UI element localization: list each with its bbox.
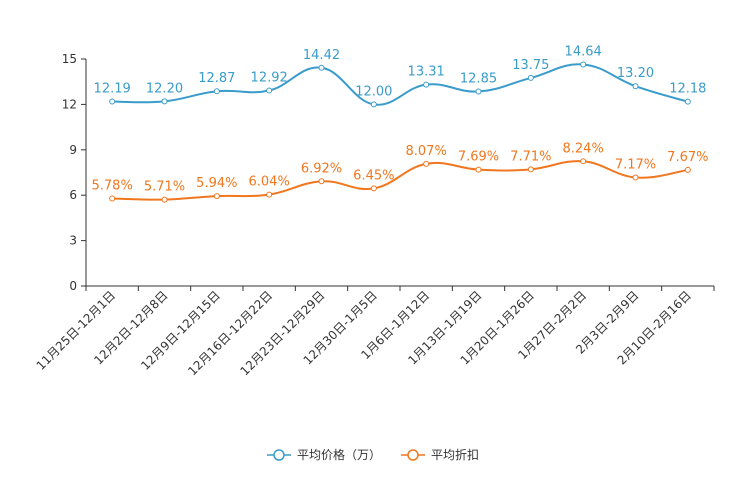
data-point[interactable] bbox=[370, 185, 377, 192]
data-label: 14.42 bbox=[303, 48, 340, 63]
data-point[interactable] bbox=[580, 61, 587, 68]
y-tick-label: 6 bbox=[69, 188, 77, 202]
data-point[interactable] bbox=[213, 193, 220, 200]
data-point[interactable] bbox=[684, 166, 691, 173]
chart-legend[interactable]: 平均价格（万） 平均折扣 bbox=[267, 447, 479, 462]
y-tick-label: 3 bbox=[69, 234, 77, 248]
data-label: 5.71% bbox=[144, 180, 185, 195]
data-label: 8.07% bbox=[406, 144, 447, 159]
data-point[interactable] bbox=[266, 87, 273, 94]
data-point[interactable] bbox=[109, 98, 116, 105]
data-label: 6.45% bbox=[353, 168, 394, 183]
data-label: 13.31 bbox=[408, 65, 445, 80]
data-point[interactable] bbox=[213, 88, 220, 95]
data-point[interactable] bbox=[423, 81, 430, 88]
data-point[interactable] bbox=[632, 174, 639, 181]
data-point[interactable] bbox=[423, 160, 430, 167]
data-label: 13.20 bbox=[617, 66, 654, 81]
chart-axes: 0369121511月25日-12月1日12月2日-12月8日12月9日-12月… bbox=[34, 52, 715, 378]
data-label: 6.92% bbox=[301, 161, 342, 176]
legend-label: 平均折扣 bbox=[431, 447, 479, 462]
legend-marker-icon bbox=[407, 449, 419, 461]
data-point[interactable] bbox=[161, 196, 168, 203]
data-label: 13.75 bbox=[512, 58, 549, 73]
data-point[interactable] bbox=[109, 195, 116, 202]
y-tick-label: 9 bbox=[69, 143, 77, 157]
data-point[interactable] bbox=[632, 83, 639, 90]
chart-series: 12.19 12.20 12.87 12.92 14.42 12.00 13.31 12.85… bbox=[92, 44, 708, 203]
data-point[interactable] bbox=[266, 191, 273, 198]
data-label: 7.67% bbox=[667, 150, 708, 165]
series-line bbox=[112, 160, 688, 201]
data-point[interactable] bbox=[684, 98, 691, 105]
y-tick-label: 12 bbox=[62, 97, 77, 111]
data-point[interactable] bbox=[527, 166, 534, 173]
data-point[interactable] bbox=[318, 178, 325, 185]
data-label: 12.20 bbox=[146, 81, 183, 96]
series-0: 12.19 12.20 12.87 12.92 14.42 12.00 13.31 12.85… bbox=[94, 44, 706, 108]
data-point[interactable] bbox=[161, 98, 168, 105]
data-point[interactable] bbox=[318, 64, 325, 71]
legend-marker-icon bbox=[273, 449, 285, 461]
data-point[interactable] bbox=[475, 88, 482, 95]
y-tick-label: 15 bbox=[62, 52, 77, 66]
data-label: 7.17% bbox=[615, 157, 656, 172]
data-label: 7.71% bbox=[510, 149, 551, 164]
legend-item-1[interactable]: 平均折扣 bbox=[401, 447, 479, 462]
data-point[interactable] bbox=[527, 74, 534, 81]
series-1: 5.78% 5.71% 5.94% 6.04% 6.92% 6.45% 8.07% 7.69%… bbox=[92, 141, 708, 203]
data-label: 12.18 bbox=[669, 82, 706, 97]
data-point[interactable] bbox=[580, 158, 587, 165]
data-label: 12.85 bbox=[460, 72, 497, 87]
y-tick-label: 0 bbox=[69, 279, 77, 293]
data-label: 5.94% bbox=[196, 176, 237, 191]
data-label: 5.78% bbox=[92, 179, 133, 194]
legend-item-0[interactable]: 平均价格（万） bbox=[267, 447, 381, 462]
data-label: 12.92 bbox=[251, 70, 288, 85]
data-point[interactable] bbox=[475, 166, 482, 173]
data-label: 12.19 bbox=[94, 82, 131, 97]
data-label: 12.87 bbox=[198, 71, 235, 86]
data-label: 6.04% bbox=[249, 175, 290, 190]
data-point[interactable] bbox=[370, 101, 377, 108]
data-label: 14.64 bbox=[565, 44, 602, 59]
data-label: 7.69% bbox=[458, 150, 499, 165]
data-label: 8.24% bbox=[563, 141, 604, 156]
legend-label: 平均价格（万） bbox=[297, 447, 381, 462]
data-label: 12.00 bbox=[355, 84, 392, 99]
